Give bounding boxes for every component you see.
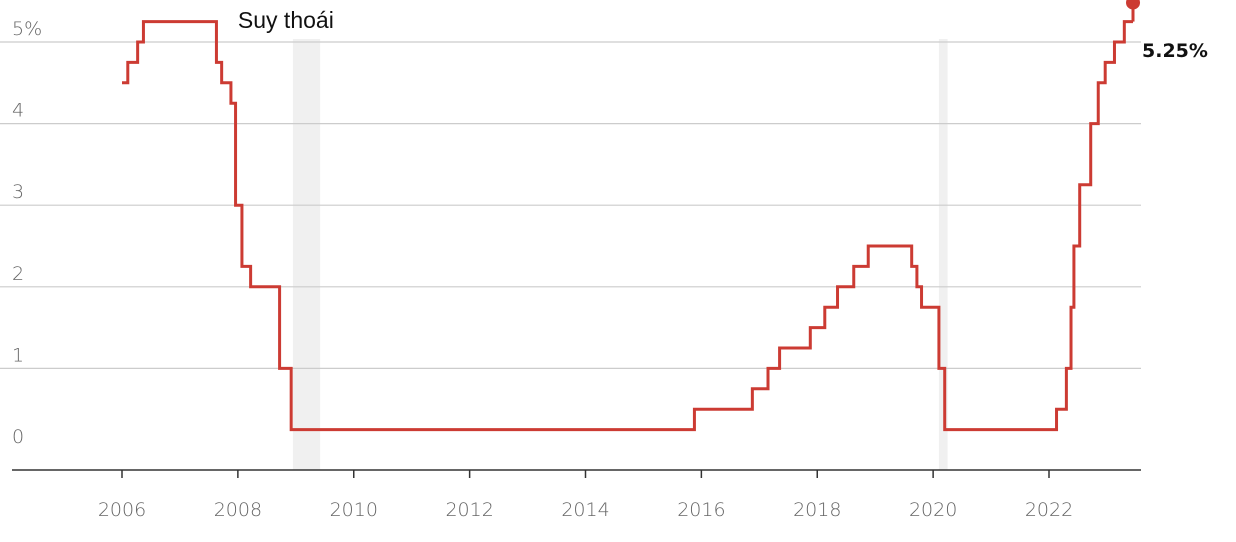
y-tick-label: 1 (12, 344, 24, 366)
gridlines (0, 41, 1141, 369)
y-axis-labels: 0 1 2 3 4 5% (12, 18, 42, 448)
recession-band-0 (292, 39, 321, 470)
y-tick-label: 2 (12, 263, 24, 285)
rate-line (122, 20, 1134, 432)
x-tick-label: 2016 (677, 499, 725, 521)
end-value-label: 5.25% (1142, 40, 1208, 62)
x-tick-label: 2010 (330, 499, 378, 521)
x-tick-label: 2022 (1025, 499, 1073, 521)
recession-bands (292, 39, 948, 470)
x-tick-label: 2006 (98, 499, 146, 521)
x-tick-label: 2018 (793, 499, 841, 521)
recession-annotation: Suy thoái (238, 7, 334, 33)
x-tick-label: 2020 (909, 499, 957, 521)
x-tick-label: 2014 (561, 499, 609, 521)
y-tick-label: 3 (12, 181, 24, 203)
x-tick-label: 2008 (214, 499, 262, 521)
y-tick-label: 4 (12, 100, 24, 122)
y-tick-label: 5% (12, 18, 42, 40)
y-tick-label: 0 (12, 426, 24, 448)
end-point-marker (1126, 0, 1141, 10)
x-tick-label: 2012 (445, 499, 493, 521)
x-axis: 2006 2008 2010 2012 2014 2016 2018 2020 2022 (98, 470, 1073, 521)
recession-band-1 (938, 39, 948, 470)
